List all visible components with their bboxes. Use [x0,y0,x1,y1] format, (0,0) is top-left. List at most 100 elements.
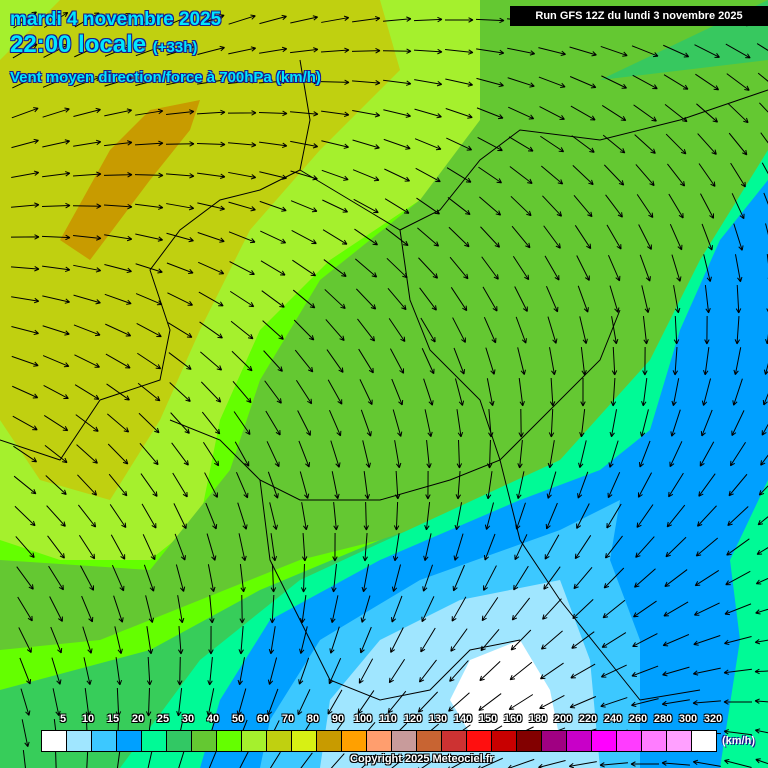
wind-arrow [634,568,656,588]
wind-arrow [664,569,688,587]
wind-arrow [383,16,412,22]
wind-arrow [42,75,70,88]
wind-arrow [757,516,768,526]
wind-arrow [387,287,407,311]
wind-arrow [488,409,494,438]
wind-arrow [662,634,690,647]
wind-arrow [667,163,686,187]
wind-arrow [514,286,528,312]
wind-arrow [413,16,443,23]
wind-arrow [661,760,690,766]
wind-arrow [176,688,183,717]
wind-arrow [754,638,768,645]
legend-swatch [492,731,517,751]
wind-arrow [197,45,225,55]
wind-arrow [446,137,473,151]
wind-arrow [290,200,318,213]
wind-arrow [538,76,566,88]
wind-arrow [320,79,350,86]
wind-arrow [484,502,495,530]
wind-arrow [704,315,710,345]
wind-arrow [663,44,690,58]
wind-arrow [363,471,370,500]
wind-arrow [483,533,496,561]
legend-swatch [617,731,642,751]
wind-arrow [46,505,66,527]
wind-arrow [105,323,132,337]
wind-arrow [197,77,226,85]
wind-arrow [511,597,531,621]
legend-swatch [642,731,667,751]
wind-arrow [73,107,101,117]
wind-arrow [107,443,129,465]
wind-arrow [756,43,768,51]
wind-arrow [228,201,256,212]
wind-arrow [574,225,592,250]
wind-arrow [299,626,308,654]
wind-arrow [692,667,721,676]
legend-label: 80 [306,713,320,725]
wind-arrow [662,666,690,677]
wind-arrow [229,261,255,275]
wind-arrow [201,411,221,435]
wind-arrow [51,657,62,685]
wind-arrow [422,564,434,592]
legend-label: 240 [603,713,623,725]
wind-arrow [12,385,39,399]
wind-arrow [511,225,531,249]
wind-arrow [607,254,621,282]
wind-arrow [448,226,470,248]
wind-arrow [763,362,768,375]
wind-arrow [384,198,410,214]
wind-arrow [165,141,195,147]
legend-swatch [292,731,317,751]
legend-swatch [167,731,192,751]
wind-arrow [600,697,628,708]
wind-arrow [547,440,555,469]
wind-arrow [669,223,683,251]
wind-arrow [11,296,40,304]
wind-arrow [516,471,525,499]
wind-arrow [630,761,660,767]
wind-arrow [415,167,441,183]
wind-arrow [43,385,69,400]
wind-arrow [178,626,184,655]
legend-label: 10 [81,713,95,725]
legend-label: 150 [478,713,498,725]
wind-arrow [633,600,657,618]
wind-arrow [135,76,163,86]
wind-arrow [327,689,343,715]
wind-arrow [15,536,35,559]
wind-arrow [384,168,411,182]
wind-arrow [263,350,283,372]
legend-swatch [417,731,442,751]
wind-arrow [44,445,68,464]
wind-arrow [633,104,657,122]
wind-arrow [573,566,593,590]
wind-arrow [485,471,493,500]
wind-arrow [228,14,256,25]
wind-arrow [601,75,627,89]
wind-arrow [599,762,628,768]
wind-arrow [571,135,595,153]
wind-arrow [361,753,377,768]
wind-arrow [264,380,282,404]
wind-arrow [73,324,101,337]
wind-arrow [517,347,526,375]
wind-arrow [604,535,623,559]
wind-arrow [74,44,101,58]
legend-swatch [442,731,467,751]
legend-label: 140 [453,713,473,725]
wind-arrow [486,439,493,469]
wind-arrow [731,410,745,437]
wind-arrow [416,197,440,215]
wind-arrow [331,471,340,500]
wind-arrow [42,107,70,118]
wind-arrow [166,262,194,275]
wind-arrow [145,687,152,717]
wind-arrow [228,46,257,55]
wind-arrow [43,12,69,28]
wind-arrow [50,626,63,654]
wind-arrow [727,102,749,124]
wind-arrow [692,759,721,767]
